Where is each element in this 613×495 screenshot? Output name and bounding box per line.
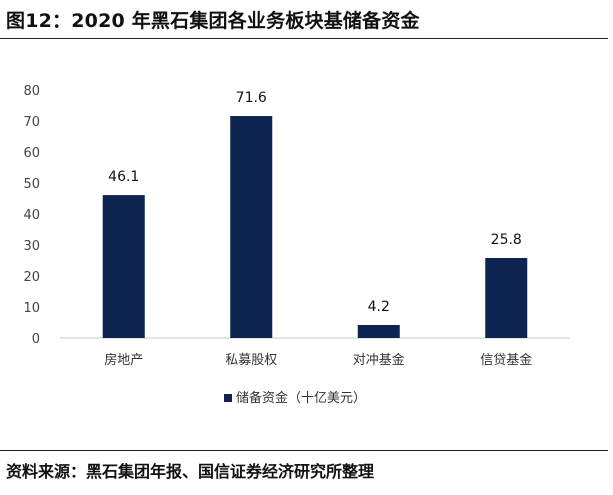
- bar-layer: [102, 116, 528, 338]
- category-label: 房地产: [104, 352, 143, 368]
- y-tick-label: 10: [23, 301, 40, 316]
- y-tick-label: 70: [23, 115, 40, 130]
- y-tick-label: 0: [32, 332, 40, 347]
- data-label: 46.1: [108, 169, 139, 185]
- top-rule: [0, 38, 608, 39]
- y-tick-label: 60: [23, 146, 40, 161]
- data-label: 25.8: [491, 232, 522, 248]
- category-label: 对冲基金: [353, 352, 405, 368]
- label-layer: 46.1 房地产 71.6 私募股权 4.2 对冲基金 25.8 信贷基金: [104, 90, 532, 368]
- bar: [102, 195, 145, 338]
- category-label: 私募股权: [225, 352, 277, 368]
- y-tick-label: 50: [23, 177, 40, 192]
- y-tick-label: 40: [23, 208, 40, 223]
- legend: 储备资金（十亿美元）: [224, 390, 366, 406]
- data-label: 4.2: [368, 299, 390, 315]
- legend-swatch: [224, 394, 232, 402]
- y-tick-label: 30: [23, 239, 40, 254]
- y-tick-label: 20: [23, 270, 40, 285]
- bar: [485, 258, 528, 338]
- legend-label: 储备资金（十亿美元）: [236, 390, 366, 406]
- category-label: 信贷基金: [480, 352, 532, 368]
- bar-chart: 0 10 20 30 40 50 60 70 80 46.1 房地产 71.6 私募股权 4.2 对冲基金…: [23, 84, 570, 406]
- bar: [230, 116, 273, 338]
- figure-source: 资料来源：黑石集团年报、国信证券经济研究所整理: [6, 462, 375, 481]
- bar: [357, 324, 400, 338]
- y-tick-label: 80: [23, 84, 40, 99]
- figure-title: 图12：2020 年黑石集团各业务板块基储备资金: [6, 10, 420, 32]
- axis-layer: 0 10 20 30 40 50 60 70 80: [23, 84, 570, 347]
- bottom-rule: [0, 450, 608, 451]
- data-label: 71.6: [236, 90, 267, 106]
